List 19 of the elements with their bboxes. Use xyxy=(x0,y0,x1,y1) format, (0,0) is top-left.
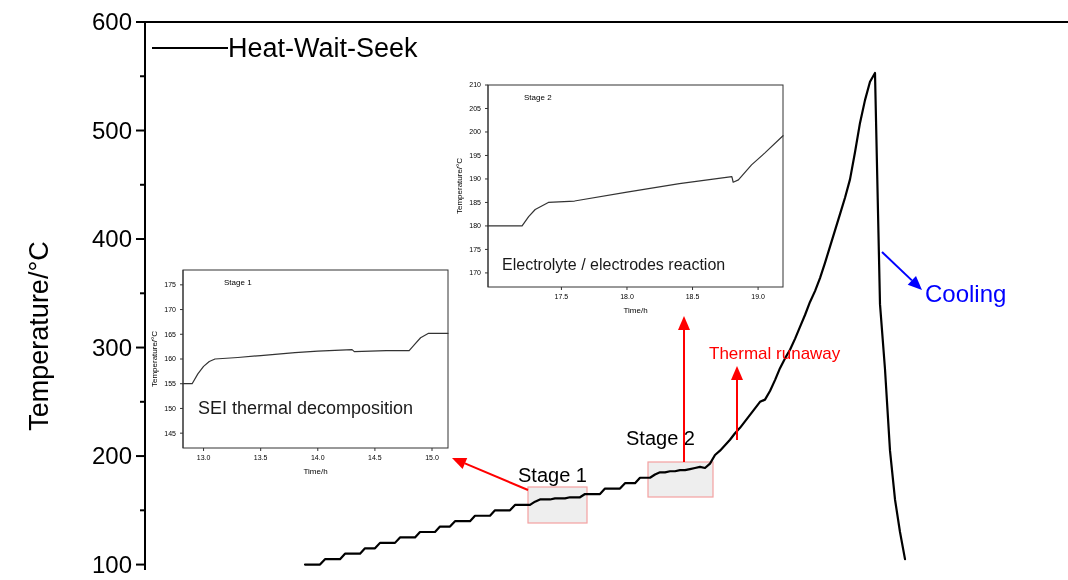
y-tick-label: 300 xyxy=(91,333,132,361)
y-tick-label: 100 xyxy=(91,550,132,578)
annotation: SEI thermal decomposition xyxy=(198,398,414,418)
text: Stage 2 xyxy=(524,93,553,102)
y-axis-title: Temperature/°C xyxy=(24,241,54,431)
y-tick-label: 400 xyxy=(91,225,132,253)
y-tick-label: 600 xyxy=(91,8,132,36)
x-axis-title: Time/h xyxy=(623,306,648,315)
legend-label: Heat-Wait-Seek xyxy=(228,33,419,64)
annotation: Stage 1 xyxy=(518,464,587,486)
annotation: Cooling xyxy=(925,280,1007,307)
y-axis-title: Temperature/°C xyxy=(150,330,159,388)
y-tick-label: 500 xyxy=(91,116,132,144)
x-axis-title: Time/h xyxy=(303,467,328,476)
y-axis-title: Temperature/°C xyxy=(455,157,464,215)
y-tick-label: 200 xyxy=(91,442,132,470)
text: Stage 1 xyxy=(224,278,253,287)
annotation: Electrolyte / electrodes reaction xyxy=(502,256,726,273)
annotation: Stage 2 xyxy=(626,427,695,449)
